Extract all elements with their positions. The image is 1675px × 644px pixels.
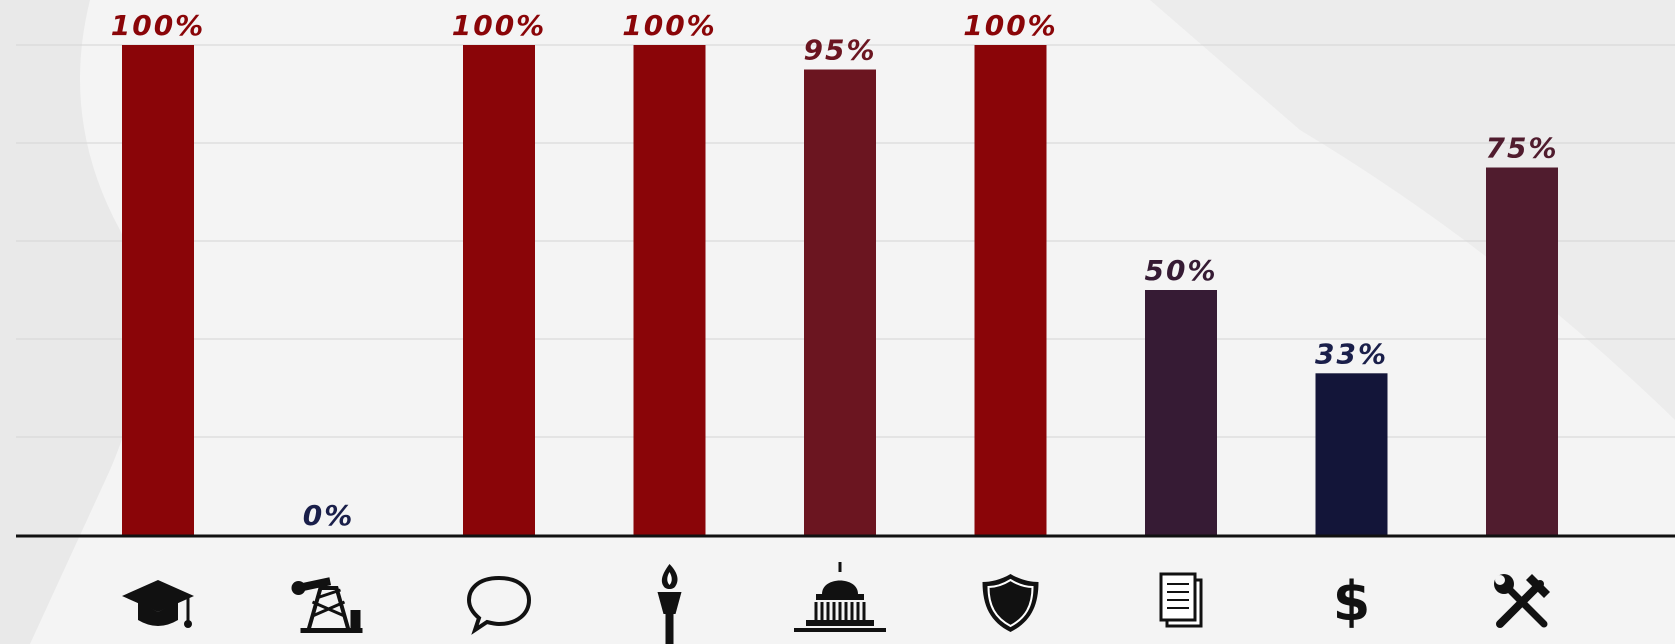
bar <box>1315 373 1388 535</box>
bar <box>1145 290 1217 535</box>
value-labels: 100% 0% 100% 100% 95% 100% 50% 33% 75% <box>111 9 1558 532</box>
data-label: 50% <box>1144 254 1217 287</box>
bar <box>463 45 535 535</box>
capitol-building-icon <box>794 562 886 632</box>
oil-pump-icon <box>291 577 363 633</box>
speech-bubble-icon <box>466 575 532 635</box>
bar <box>804 69 876 535</box>
bar <box>974 45 1047 535</box>
documents-icon <box>1159 572 1203 628</box>
data-label: 100% <box>622 9 717 42</box>
data-label: 100% <box>111 9 206 42</box>
data-label: 0% <box>303 499 355 532</box>
data-label: 33% <box>1315 337 1388 370</box>
tools-icon <box>1494 574 1550 628</box>
dollar-sign-icon: $ <box>1333 570 1371 633</box>
data-label: 100% <box>452 9 547 42</box>
shield-icon <box>982 574 1039 632</box>
bar <box>633 45 706 535</box>
graduation-cap-icon <box>122 580 194 628</box>
bar <box>1486 167 1558 535</box>
data-label: 75% <box>1485 132 1558 165</box>
bars <box>122 45 1558 535</box>
category-icons: $ <box>122 562 1550 644</box>
torch-icon <box>657 564 682 644</box>
data-label: 95% <box>803 34 876 67</box>
bar <box>122 45 194 535</box>
data-label: 100% <box>963 9 1058 42</box>
svg-text:$: $ <box>1333 570 1371 633</box>
